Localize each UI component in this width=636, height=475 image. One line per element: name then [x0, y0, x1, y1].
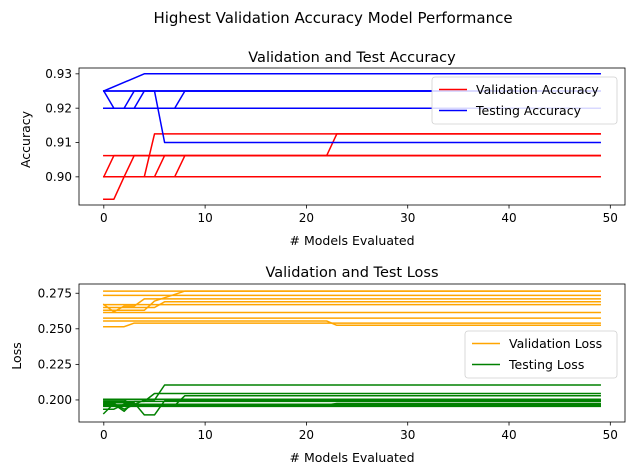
accuracy-y-tick-label: 0.92 — [45, 101, 72, 115]
figure-title: Highest Validation Accuracy Model Perfor… — [153, 9, 512, 27]
accuracy-legend-box — [431, 76, 618, 125]
accuracy-x-tick-label: 50 — [603, 211, 618, 225]
accuracy-legend-label: Validation Accuracy — [476, 82, 599, 97]
accuracy-y-tick-label: 0.91 — [45, 136, 72, 150]
loss-series-1-line-9 — [103, 402, 601, 406]
loss-y-tick-label: 0.250 — [38, 322, 72, 336]
accuracy-series-0-line-6 — [102, 154, 601, 178]
accuracy-x-tick-label: 10 — [197, 211, 212, 225]
accuracy-plot-frame — [78, 67, 626, 206]
loss-series-0-line-4 — [103, 290, 601, 312]
accuracy-legend-label: Testing Accuracy — [475, 103, 582, 118]
accuracy-y-tick-label: 0.93 — [45, 67, 72, 81]
loss-series-0-line-9 — [103, 322, 601, 328]
accuracy-series-0-line-4 — [103, 154, 601, 178]
loss-x-tick-label: 40 — [501, 428, 516, 442]
loss-x-tick-label: 10 — [197, 428, 212, 442]
accuracy-series-0-line-1 — [103, 154, 601, 178]
loss-x-tick-label: 30 — [400, 428, 415, 442]
loss-x-tick-label: 50 — [603, 428, 618, 442]
loss-x-axis-label: # Models Evaluated — [290, 450, 415, 465]
accuracy-x-axis-label: # Models Evaluated — [290, 233, 415, 248]
loss-y-axis-label: Loss — [9, 342, 24, 369]
accuracy-y-axis-label: Accuracy — [18, 110, 33, 168]
accuracy-series-0-line-2 — [103, 154, 601, 178]
loss-legend-box — [464, 330, 618, 379]
accuracy-x-tick-label: 30 — [400, 211, 415, 225]
loss-chart-title: Validation and Test Loss — [265, 265, 438, 281]
loss-y-tick-label: 0.275 — [38, 286, 72, 300]
accuracy-series-0-line-5 — [103, 133, 601, 157]
loss-x-tick-label: 20 — [299, 428, 314, 442]
loss-y-tick-label: 0.200 — [38, 393, 72, 407]
loss-series-1-line-1 — [103, 392, 601, 403]
loss-series-1-line-8 — [103, 399, 601, 407]
loss-series-lines — [102, 290, 601, 416]
accuracy-chart: Validation and Test Accuracy # Models Ev… — [18, 50, 626, 248]
loss-y-tick-label: 0.225 — [38, 358, 72, 372]
loss-legend-label: Testing Loss — [508, 357, 584, 372]
accuracy-series-1-line-1 — [102, 73, 601, 92]
loss-legend-label: Validation Loss — [509, 336, 602, 351]
accuracy-x-tick-label: 0 — [100, 211, 108, 225]
accuracy-series-0-line-0 — [103, 176, 601, 200]
loss-x-tick-label: 0 — [100, 428, 108, 442]
accuracy-chart-title: Validation and Test Accuracy — [248, 50, 456, 66]
accuracy-y-tick-label: 0.90 — [45, 170, 72, 184]
accuracy-x-tick-label: 20 — [299, 211, 314, 225]
accuracy-legend: Validation Accuracy Testing Accuracy — [431, 76, 618, 125]
loss-legend: Validation Loss Testing Loss — [464, 330, 618, 379]
loss-chart: Validation and Test Loss # Models Evalua… — [9, 265, 626, 465]
accuracy-x-tick-label: 40 — [501, 211, 516, 225]
loss-plot-frame — [78, 283, 626, 423]
